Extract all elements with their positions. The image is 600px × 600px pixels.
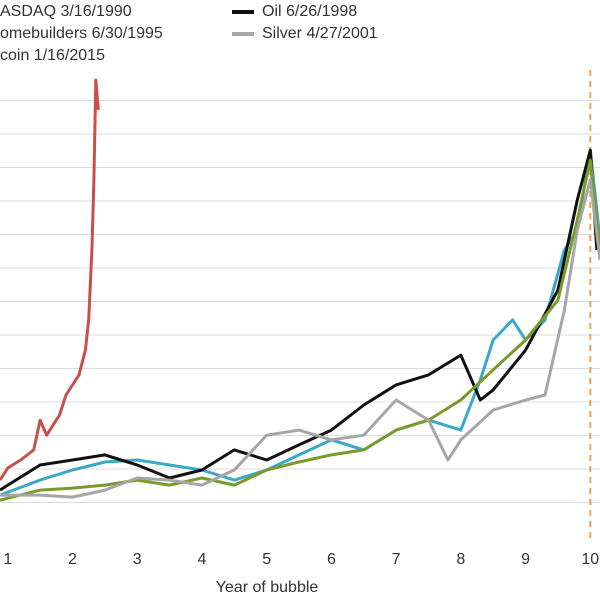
x-tick-label: 9 [521,551,530,568]
x-tick-label: 10 [581,551,599,568]
x-tick-label: 5 [262,551,271,568]
legend-label: Silver 4/27/2001 [262,25,378,42]
x-tick-label: 1 [3,551,12,568]
x-tick-label: 2 [68,551,77,568]
x-axis-title: Year of bubble [216,579,319,596]
series-line [0,148,599,492]
x-tick-label: 6 [327,551,336,568]
legend-label: Oil 6/26/1998 [262,3,357,20]
legend-label: coin 1/16/2015 [0,47,105,64]
legend-label: ASDAQ 3/16/1990 [0,3,132,20]
x-tick-label: 3 [133,551,142,568]
series-line [0,78,100,481]
series-line [0,158,600,502]
series-line [0,178,600,499]
legend-label: omebuilders 6/30/1995 [0,25,163,42]
x-tick-label: 8 [456,551,465,568]
x-tick-label: 7 [392,551,401,568]
x-tick-label: 4 [197,551,206,568]
